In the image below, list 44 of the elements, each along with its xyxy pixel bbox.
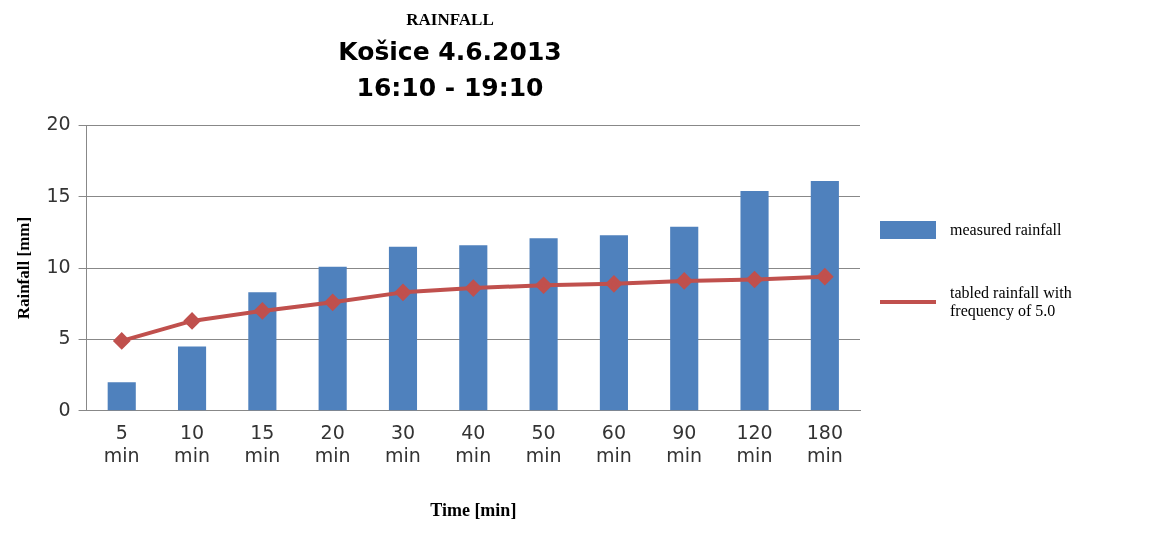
point [816,268,833,285]
bar [318,266,347,411]
chart-title: RAINFALL [405,10,495,30]
point [394,284,411,301]
x-tick-label: 40 min [455,421,492,466]
y-axis-title: Rainfall [mm] [13,216,33,320]
bar [459,245,488,411]
y-tick-label: 10 [46,255,71,278]
point [113,332,130,349]
point [184,312,201,329]
legend-label: measured rainfall [950,221,1063,239]
y-tick-label: 15 [46,183,71,206]
point [254,302,271,319]
x-axis-title: Time [min] [430,499,517,520]
x-tick-label: 20 min [314,421,351,466]
point [324,294,341,311]
point [535,277,552,294]
point [746,271,763,288]
point [605,275,622,292]
bar [177,346,207,411]
x-tick-label: 10 min [174,421,210,466]
bar [740,191,769,411]
bar [388,246,418,411]
bar [599,235,628,411]
x-tick-label: 120 min [736,421,773,466]
x-tick-label: 90 min [666,421,703,466]
point [676,272,693,289]
point [465,280,482,297]
bar [529,238,558,411]
y-tick-label: 20 [46,112,71,135]
bar [810,181,839,411]
x-tick-label: 60 min [595,421,632,466]
x-tick-label: 5 min [103,421,140,466]
y-tick-label: 5 [58,326,71,349]
x-tick-label: 15 min [244,421,281,466]
legend-label: tabled rainfall with frequency of 5.0 [950,284,1073,320]
x-tick-label: 50 min [525,421,562,466]
x-tick-label: 180 min [806,421,843,466]
chart-subtitle: Košice 4.6.2013 16:10 - 19:10 [337,36,563,104]
x-tick-label: 30 min [385,421,421,466]
bar [107,382,136,411]
y-tick-label: 0 [58,397,71,420]
bar [248,292,277,411]
bar [670,226,699,411]
